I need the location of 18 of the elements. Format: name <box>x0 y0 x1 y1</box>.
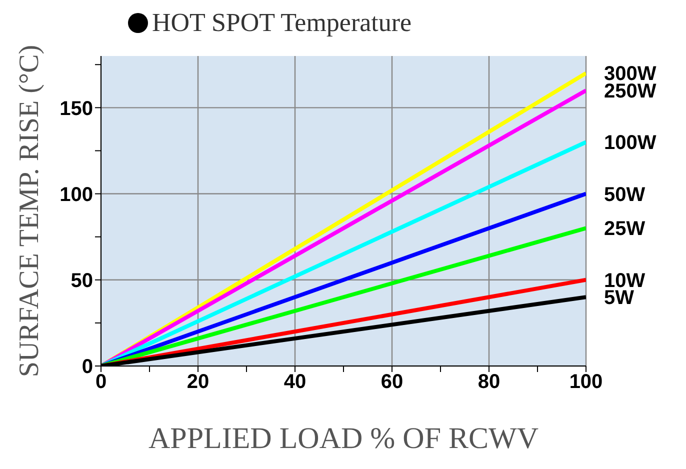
x-tick-label: 60 <box>380 371 404 394</box>
y-tick-label: 100 <box>60 184 93 206</box>
series-label: 25W <box>604 218 646 240</box>
y-tick-label: 0 <box>82 356 93 378</box>
x-tick-label: 100 <box>569 371 603 394</box>
x-tick-label: 40 <box>284 371 306 394</box>
y-tick-label: 50 <box>70 270 93 292</box>
series-label: 50W <box>604 184 646 206</box>
series-label: 5W <box>604 287 634 310</box>
series-label: 250W <box>604 80 656 102</box>
chart-title: HOT SPOT Temperature <box>152 8 412 38</box>
series-label: 100W <box>604 132 656 154</box>
x-tick-label: 20 <box>186 371 210 394</box>
x-tick-label: 80 <box>478 371 500 394</box>
x-tick-label: 0 <box>95 371 107 394</box>
x-axis-title: APPLIED LOAD % OF RCWV <box>148 422 539 455</box>
y-axis-title: SURFACE TEMP. RISE (°C) <box>14 44 45 378</box>
y-tick-label: 150 <box>60 98 93 120</box>
